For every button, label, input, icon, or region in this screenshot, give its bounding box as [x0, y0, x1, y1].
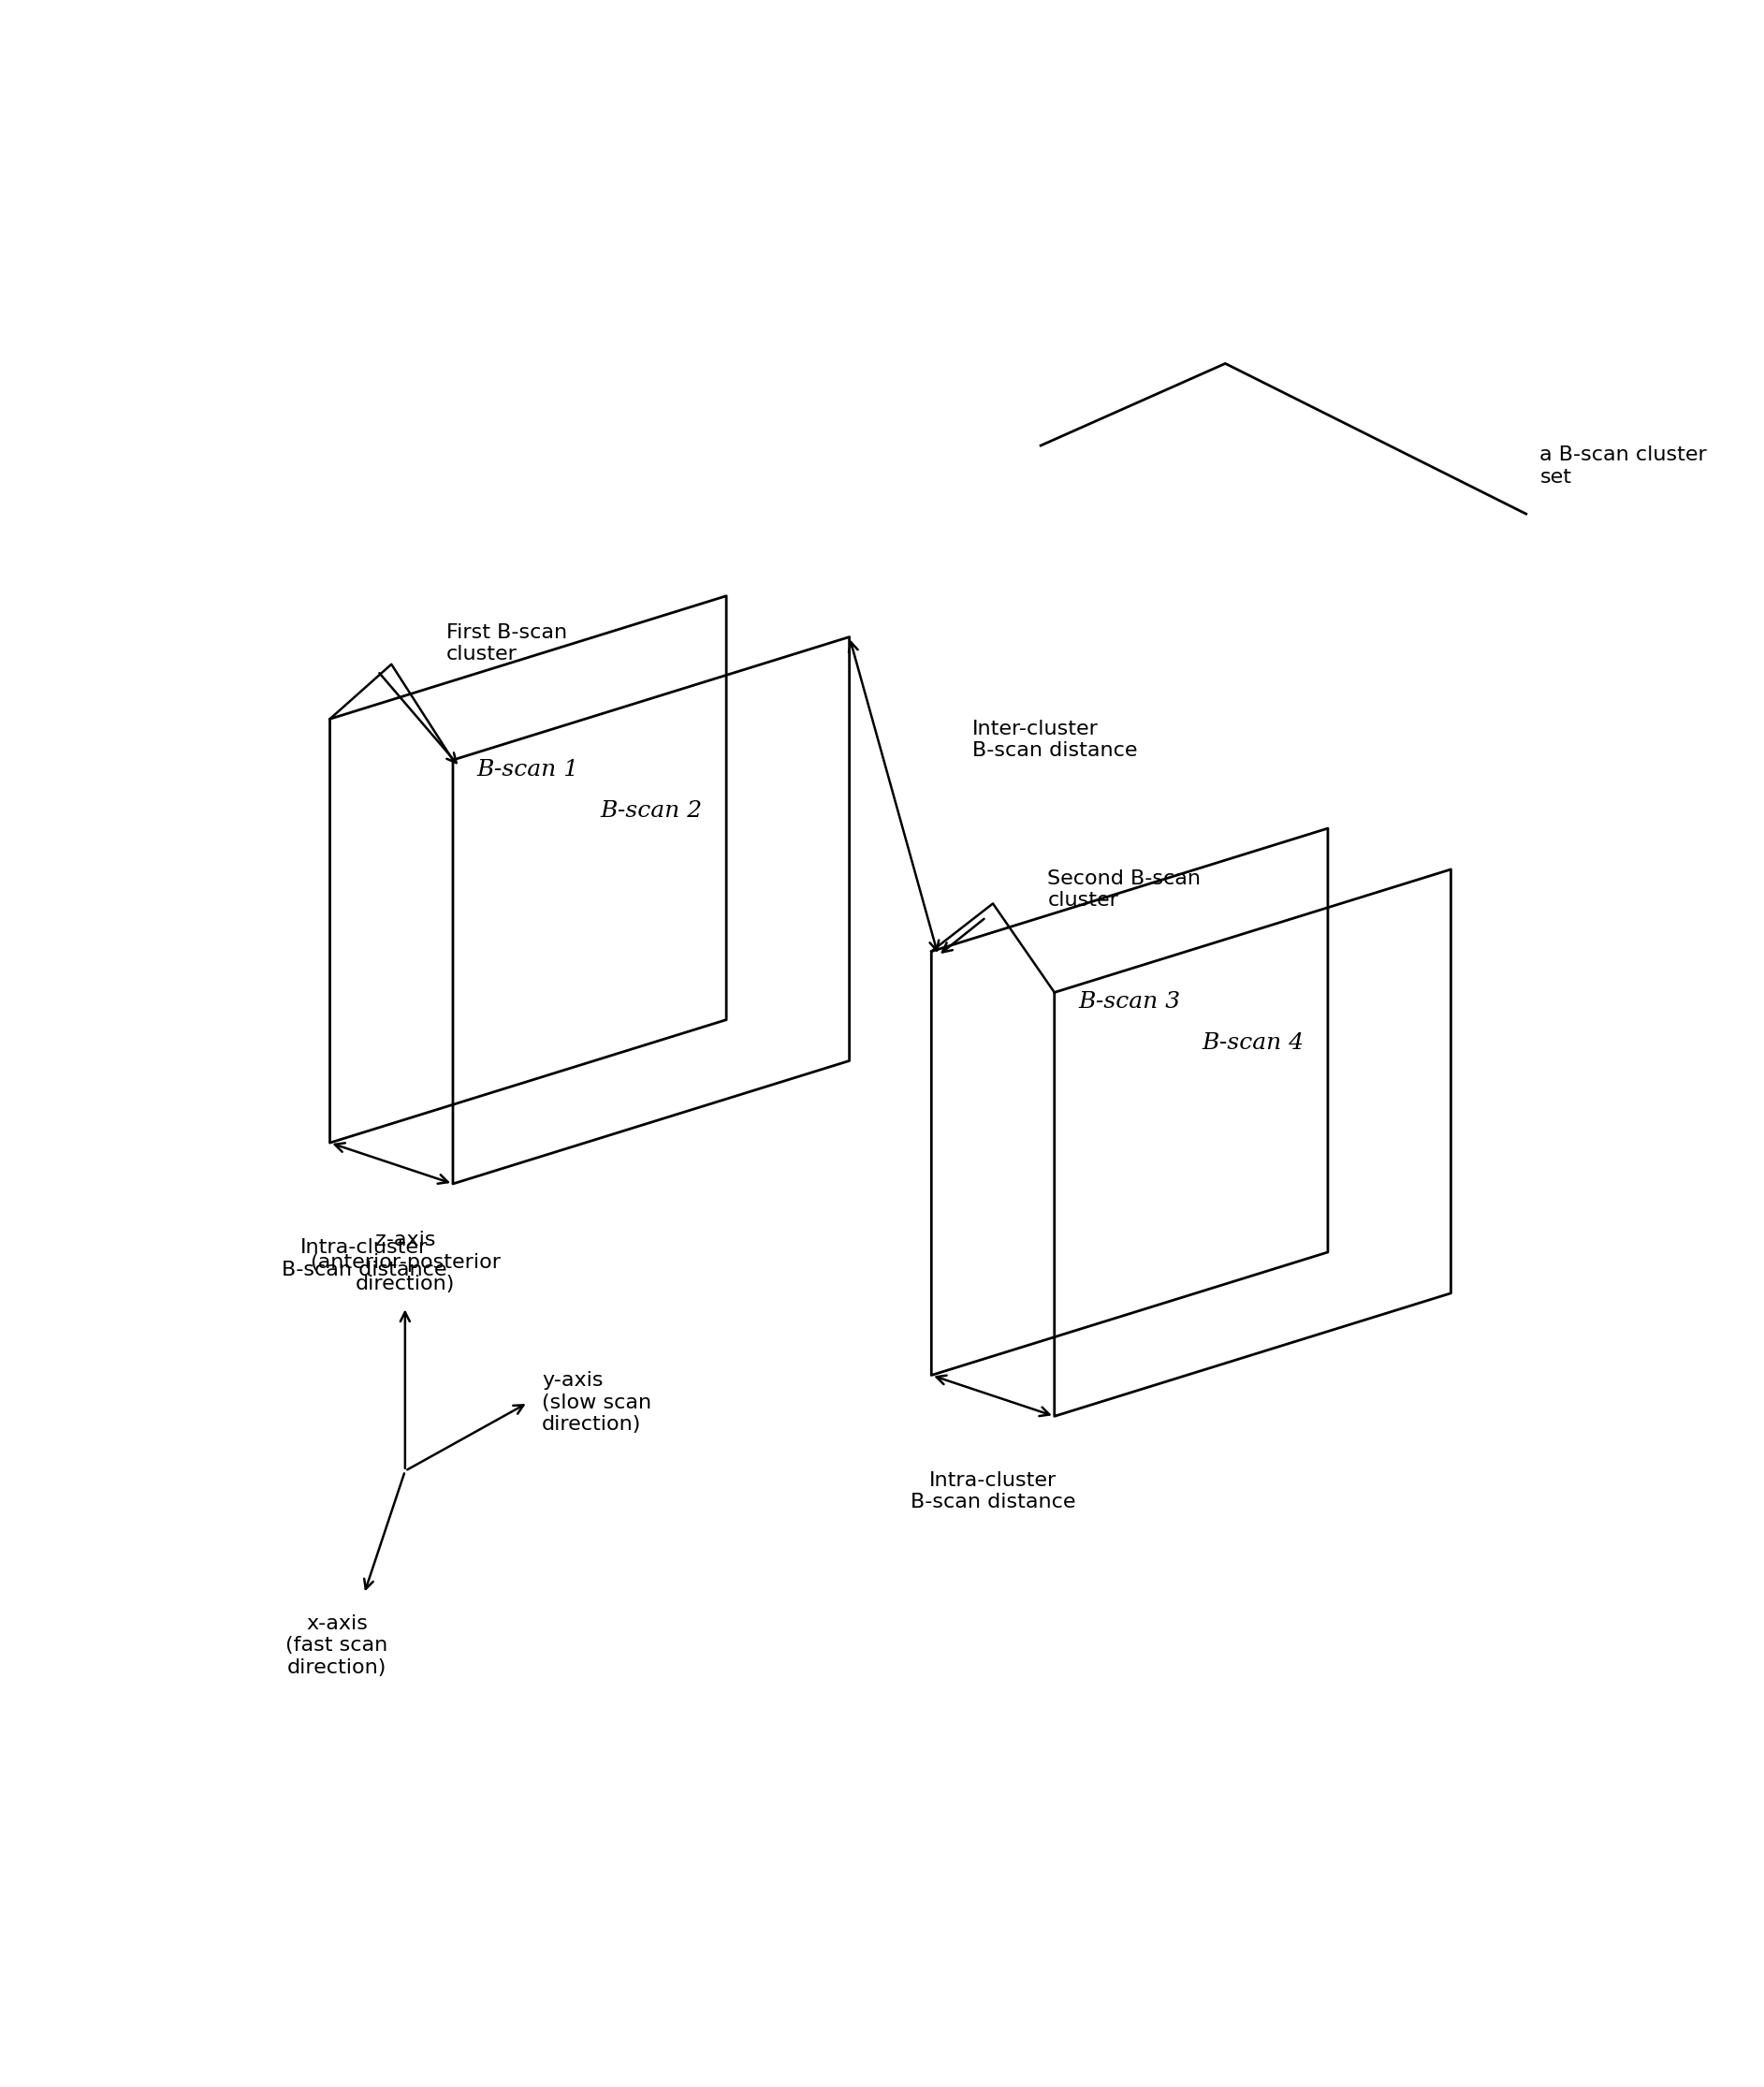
Text: Intra-cluster
B-scan distance: Intra-cluster B-scan distance [910, 1471, 1076, 1511]
Text: y-axis
(slow scan
direction): y-axis (slow scan direction) [542, 1371, 651, 1434]
Text: B-scan 3: B-scan 3 [1078, 991, 1180, 1012]
Text: First B-scan
cluster: First B-scan cluster [446, 624, 566, 664]
Text: a B-scan cluster
set: a B-scan cluster set [1540, 447, 1708, 486]
Text: z-axis
(anterior-posterior
direction): z-axis (anterior-posterior direction) [310, 1231, 501, 1294]
Text: B-scan 2: B-scan 2 [600, 799, 702, 822]
Text: B-scan 1: B-scan 1 [476, 760, 579, 781]
Text: B-scan 4: B-scan 4 [1201, 1033, 1304, 1054]
Text: Inter-cluster
B-scan distance: Inter-cluster B-scan distance [972, 720, 1138, 760]
Text: Second B-scan
cluster: Second B-scan cluster [1048, 870, 1201, 910]
Text: Intra-cluster
B-scan distance: Intra-cluster B-scan distance [282, 1238, 446, 1279]
Text: x-axis
(fast scan
direction): x-axis (fast scan direction) [286, 1615, 388, 1676]
